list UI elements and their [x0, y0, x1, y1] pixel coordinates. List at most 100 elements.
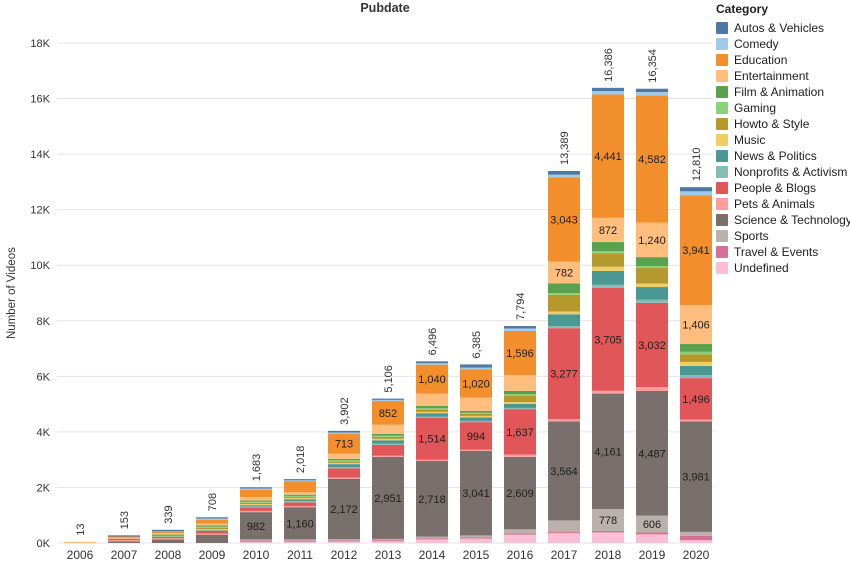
bar-segment[interactable] — [328, 430, 360, 433]
bar-segment[interactable] — [284, 540, 316, 542]
bar-segment[interactable] — [548, 314, 580, 327]
bar-segment[interactable] — [328, 541, 360, 543]
bar-segment[interactable] — [460, 413, 492, 416]
legend-item-howto-style[interactable]: Howto & Style — [716, 116, 848, 132]
bar-segment[interactable] — [152, 535, 184, 537]
bar-segment[interactable] — [196, 533, 228, 535]
bar-segment[interactable] — [592, 393, 624, 510]
bar-segment[interactable] — [240, 510, 272, 513]
bar-segment[interactable] — [460, 397, 492, 411]
bar-segment[interactable] — [636, 390, 668, 516]
bar-segment[interactable] — [504, 395, 536, 403]
legend-item-science-technology[interactable]: Science & Technology — [716, 212, 850, 228]
bar-segment[interactable] — [372, 444, 404, 456]
bar-segment[interactable] — [548, 533, 580, 543]
bar-segment[interactable] — [636, 95, 668, 223]
bar-segment[interactable] — [416, 461, 448, 537]
bar-segment[interactable] — [636, 257, 668, 266]
bar-segment[interactable] — [460, 420, 492, 423]
legend-item-autos-vehicles[interactable]: Autos & Vehicles — [716, 20, 848, 36]
bar-segment[interactable] — [372, 438, 404, 441]
bar-segment[interactable] — [460, 537, 492, 539]
bar-segment[interactable] — [284, 505, 316, 508]
bar-segment[interactable] — [548, 421, 580, 521]
bar-segment[interactable] — [460, 422, 492, 450]
bar-segment[interactable] — [460, 415, 492, 418]
bar-segment[interactable] — [372, 541, 404, 543]
bar-segment[interactable] — [240, 487, 272, 489]
legend-item-nonprofits-activism[interactable]: Nonprofits & Activism — [716, 164, 848, 180]
bar-segment[interactable] — [460, 367, 492, 370]
bar-segment[interactable] — [548, 294, 580, 312]
bar-segment[interactable] — [460, 538, 492, 543]
bar-segment[interactable] — [372, 456, 404, 539]
bar-segment[interactable] — [504, 456, 536, 530]
bar-segment[interactable] — [460, 364, 492, 368]
bar-segment[interactable] — [636, 287, 668, 300]
bar-segment[interactable] — [504, 529, 536, 534]
bar-segment[interactable] — [284, 499, 316, 502]
bar-segment[interactable] — [680, 419, 712, 422]
bar-segment[interactable] — [504, 403, 536, 408]
bar-segment[interactable] — [592, 251, 624, 254]
bar-segment[interactable] — [636, 283, 668, 288]
bar-segment[interactable] — [504, 390, 536, 395]
bar-segment[interactable] — [504, 402, 536, 404]
bar-segment[interactable] — [460, 410, 492, 413]
bar-segment[interactable] — [372, 436, 404, 439]
bar-segment[interactable] — [548, 261, 580, 284]
bar-segment[interactable] — [636, 92, 668, 96]
bar-segment[interactable] — [152, 534, 184, 536]
bar-segment[interactable] — [460, 450, 492, 536]
bar-segment[interactable] — [592, 253, 624, 267]
bar-segment[interactable] — [504, 533, 536, 535]
bar-segment[interactable] — [680, 375, 712, 379]
bar-segment[interactable] — [240, 507, 272, 511]
bar-segment[interactable] — [592, 242, 624, 252]
legend-item-undefined[interactable]: Undefined — [716, 260, 848, 276]
bar-segment[interactable] — [328, 461, 360, 463]
bar-segment[interactable] — [284, 494, 316, 496]
bar-segment[interactable] — [416, 363, 448, 365]
bar-segment[interactable] — [284, 507, 316, 540]
legend-item-comedy[interactable]: Comedy — [716, 36, 848, 52]
bar-segment[interactable] — [108, 540, 140, 542]
bar-segment[interactable] — [372, 540, 404, 542]
bar-segment[interactable] — [108, 541, 140, 543]
bar-segment[interactable] — [416, 361, 448, 364]
bar-segment[interactable] — [240, 488, 272, 490]
bar-segment[interactable] — [680, 304, 712, 345]
bar-segment[interactable] — [460, 369, 492, 398]
bar-segment[interactable] — [680, 351, 712, 355]
bar-segment[interactable] — [680, 187, 712, 192]
bar-segment[interactable] — [372, 399, 404, 402]
bar-segment[interactable] — [108, 536, 140, 538]
bar-segment[interactable] — [592, 532, 624, 543]
bar-segment[interactable] — [372, 538, 404, 541]
bar-segment[interactable] — [680, 378, 712, 420]
bar-segment[interactable] — [372, 424, 404, 434]
bar-segment[interactable] — [680, 344, 712, 352]
bar-segment[interactable] — [416, 538, 448, 540]
bar-segment[interactable] — [460, 412, 492, 414]
bar-segment[interactable] — [372, 440, 404, 444]
bar-segment[interactable] — [328, 478, 360, 540]
bar-segment[interactable] — [636, 534, 668, 543]
bar-segment[interactable] — [548, 520, 580, 533]
bar-segment[interactable] — [240, 540, 272, 542]
bar-segment[interactable] — [284, 502, 316, 506]
bar-segment[interactable] — [592, 94, 624, 218]
bar-segment[interactable] — [328, 464, 360, 468]
bar-segment[interactable] — [416, 406, 448, 409]
bar-segment[interactable] — [504, 330, 536, 376]
bar-segment[interactable] — [328, 460, 360, 462]
bar-segment[interactable] — [152, 539, 184, 543]
bar-segment[interactable] — [108, 537, 140, 539]
bar-segment[interactable] — [196, 517, 228, 519]
bar-segment[interactable] — [328, 467, 360, 469]
bar-segment[interactable] — [548, 326, 580, 329]
bar-segment[interactable] — [504, 326, 536, 329]
bar-segment[interactable] — [636, 302, 668, 388]
bar-segment[interactable] — [196, 529, 228, 531]
legend-item-entertainment[interactable]: Entertainment — [716, 68, 848, 84]
